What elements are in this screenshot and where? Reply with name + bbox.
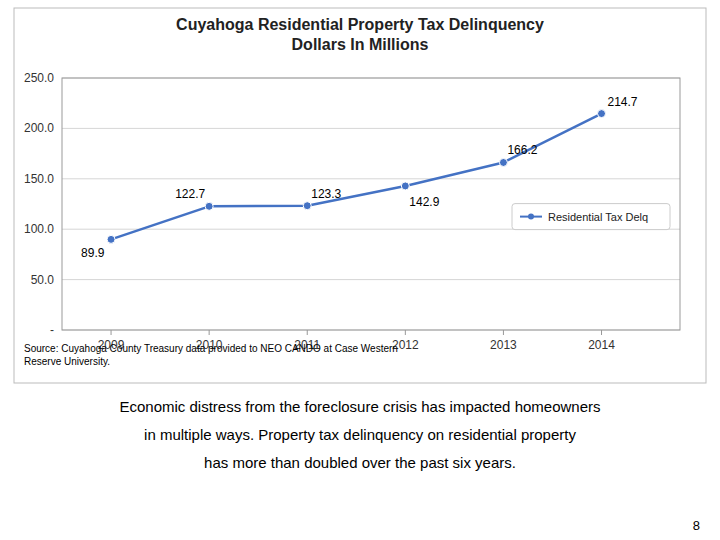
y-tick-label: 50.0 bbox=[31, 273, 55, 287]
source-note: Source: Cuyahoga County Treasury data pr… bbox=[24, 343, 398, 367]
marker bbox=[107, 235, 115, 243]
marker bbox=[598, 110, 606, 118]
x-tick-label: 2013 bbox=[490, 338, 517, 352]
page-number: 8 bbox=[693, 518, 700, 533]
data-label: 142.9 bbox=[409, 195, 439, 209]
data-label: 122.7 bbox=[175, 187, 205, 201]
caption: Economic distress from the foreclosure c… bbox=[119, 398, 600, 415]
y-axis: - 50.0 100.0 150.0 200.0 250.0 bbox=[24, 71, 680, 337]
data-label: 214.7 bbox=[608, 95, 638, 109]
y-tick-label: 200.0 bbox=[24, 121, 54, 135]
data-labels: 89.9 122.7 123.3 142.9 166.2 214.7 bbox=[81, 95, 638, 261]
y-tick-label: 150.0 bbox=[24, 172, 54, 186]
grid-line bbox=[62, 178, 680, 179]
y-tick-label: 100.0 bbox=[24, 222, 54, 236]
panel-border bbox=[14, 8, 706, 383]
marker bbox=[499, 158, 507, 166]
y-tick-label: - bbox=[50, 323, 54, 337]
x-tick bbox=[307, 330, 308, 335]
chart: Cuyahoga Residential Property Tax Delinq… bbox=[0, 0, 720, 540]
legend-box bbox=[512, 204, 670, 230]
y-tick-label: 250.0 bbox=[24, 71, 54, 85]
legend-marker bbox=[528, 214, 534, 220]
marker bbox=[303, 202, 311, 210]
x-tick-label: 2014 bbox=[588, 338, 615, 352]
x-tick bbox=[405, 330, 406, 335]
data-label: 123.3 bbox=[311, 187, 341, 201]
grid-line bbox=[62, 128, 680, 129]
x-tick bbox=[209, 330, 210, 335]
title: Cuyahoga Residential Property Tax Delinq… bbox=[176, 16, 544, 53]
x-tick bbox=[503, 330, 504, 335]
caption: in multiple ways. Property tax delinquen… bbox=[144, 426, 576, 443]
caption: has more than doubled over the past six … bbox=[204, 454, 516, 471]
grid-line bbox=[62, 279, 680, 280]
marker bbox=[401, 182, 409, 190]
marker bbox=[205, 202, 213, 210]
data-label: 89.9 bbox=[81, 246, 105, 260]
plot-frame bbox=[62, 78, 680, 330]
legend: Residential Tax Delq bbox=[512, 204, 670, 230]
data-label: 166.2 bbox=[507, 143, 537, 157]
x-tick bbox=[601, 330, 602, 335]
x-tick bbox=[111, 330, 112, 335]
legend-label: Residential Tax Delq bbox=[548, 211, 648, 223]
